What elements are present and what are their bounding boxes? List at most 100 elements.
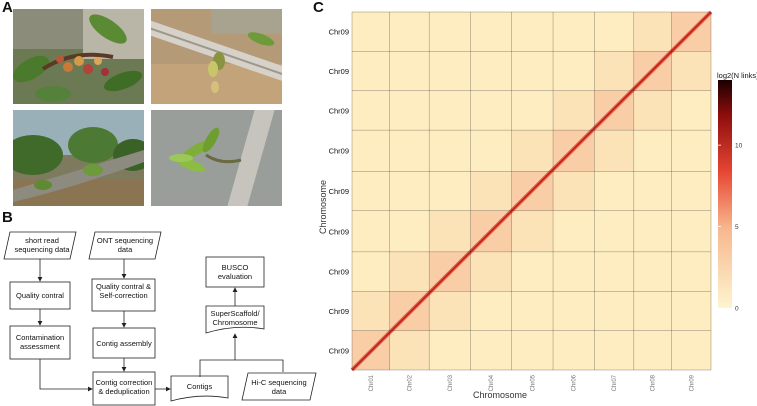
heatmap-block [511,251,554,292]
step-contig-correction: Contig correction & deduplication [95,378,153,396]
heatmap-diagonal [351,11,712,371]
heatmap-block [671,291,711,331]
x-tick-label: Chr05 [530,374,536,391]
y-tick-label: Chr09 [329,268,349,277]
heatmap-block [594,291,634,331]
heatmap-block [671,210,711,252]
heatmap-block [511,90,554,131]
heatmap-block [511,12,554,52]
heatmap-block [594,12,634,52]
y-axis-label: Chromosome [318,180,328,234]
heatmap-block [429,291,471,331]
heatmap-block [511,291,554,331]
heatmap-block [389,90,430,131]
step-contamination-assessment: Contamination assessment [15,333,65,351]
heatmap-block [352,90,390,131]
heatmap-block [511,51,554,91]
heatmap-block [352,210,390,252]
panel-label-b: B [2,209,13,226]
pipeline-flowchart [3,231,317,406]
heatmap-block [429,330,471,370]
heatmap-block [511,210,554,252]
photo-leaf-shoot [151,110,282,206]
heatmap-block [429,210,471,252]
x-tick-label: Chr01 [369,374,375,391]
step-short-read-data: short read sequencing data [14,236,70,254]
heatmap-block [429,130,471,172]
step-superscaffold: SuperScaffold/ Chromosome [210,309,260,327]
y-tick-label: Chr09 [329,346,349,355]
heatmap-block [633,12,672,52]
x-axis-label: Chromosome [473,390,527,400]
heatmap-block [553,51,595,91]
photo-fruit-branch [13,9,144,104]
heatmap-block [553,291,595,331]
heatmap-block [594,210,634,252]
y-tick-label: Chr09 [329,187,349,196]
heatmap-block [352,171,390,211]
heatmap-block [553,90,595,131]
legend-tick-label: 10 [735,143,743,150]
heatmap-block [594,130,634,172]
heatmap-block [352,291,390,331]
heatmap-block [594,51,634,91]
heatmap-block [470,251,512,292]
y-tick-label: Chr09 [329,147,349,156]
heatmap-block [671,171,711,211]
step-quality-control: Quality contral [16,291,64,300]
step-ont-data: ONT sequencing data [96,236,154,254]
step-busco-evaluation: BUSCO evaluation [217,263,253,281]
x-tick-label: Chr09 [689,374,695,391]
heatmap-block [633,330,672,370]
step-quality-self-correction: Quality contral & Self-correction [95,282,152,300]
heatmap-block [633,171,672,211]
step-contigs: Contigs [186,382,213,391]
y-tick-label: Chr09 [329,227,349,236]
photo-tree-branch [13,110,144,206]
heatmap-block [594,330,634,370]
heatmap-block [389,12,430,52]
heatmap-block [470,171,512,211]
heatmap-block [429,12,471,52]
heatmap-block [389,171,430,211]
heatmap-block [633,210,672,252]
heatmap-block [470,291,512,331]
heatmap-block [429,90,471,131]
heatmap-block [511,130,554,172]
x-tick-label: Chr07 [612,374,618,391]
heatmap-block [470,330,512,370]
heatmap-block [633,130,672,172]
heatmap-block [389,330,430,370]
legend-color-bar [718,80,732,308]
heatmap-block [352,12,390,52]
x-tick-label: Chr08 [651,374,657,391]
heatmap-block [470,130,512,172]
heatmap-block [633,251,672,292]
legend-title: log2(N links) [717,71,757,80]
heatmap-block [429,51,471,91]
photo-bud-branch [151,9,282,104]
x-tick-label: Chr04 [489,374,495,391]
heatmap-block [553,251,595,292]
panel-label-c: C [313,0,324,16]
legend-tick-label: 0 [735,306,739,313]
heatmap-block [671,251,711,292]
heatmap-block [389,210,430,252]
y-tick-label: Chr09 [329,28,349,37]
x-tick-label: Chr02 [407,374,413,391]
y-tick-label: Chr09 [329,67,349,76]
heatmap-block [352,251,390,292]
heatmap-block [553,210,595,252]
heatmap-block [389,51,430,91]
panel-label-a: A [2,0,13,16]
heatmap-block [553,12,595,52]
heatmap-block [470,90,512,131]
heatmap-block [553,330,595,370]
y-tick-label: Chr09 [329,106,349,115]
heatmap-block [429,171,471,211]
x-tick-label: Chr06 [572,374,578,391]
heatmap-block [671,130,711,172]
heatmap-block [671,330,711,370]
heatmap-block [671,51,711,91]
step-contig-assembly: Contig assembly [96,339,152,348]
